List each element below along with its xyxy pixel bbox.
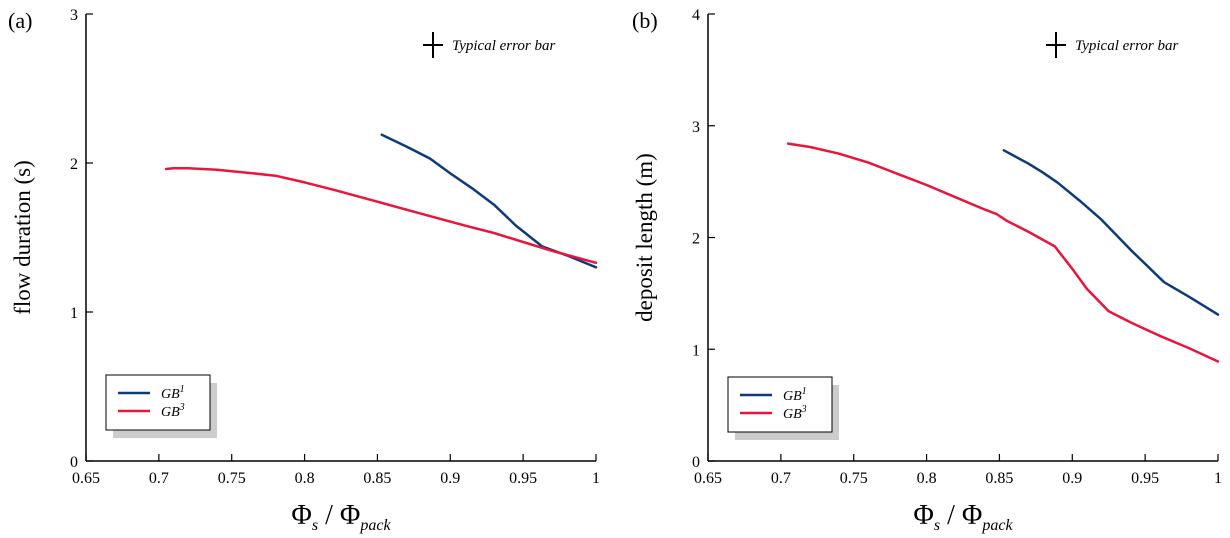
legend-label-name: GB — [161, 387, 180, 402]
legend-label: GB1 — [783, 386, 807, 404]
legend-label-name: GB — [783, 407, 802, 422]
chart-panel-b: (b) 0.65 0.7 0.75 0.8 0.85 0.9 0.95 1 0 1 2 3 4 deposi… — [632, 7, 1222, 534]
x-tick-label: 0.7 — [771, 470, 791, 487]
x-axis-label-part: pack — [981, 517, 1013, 534]
legend-box — [727, 376, 833, 433]
y-axis-label: deposit length (m) — [632, 153, 657, 322]
series-line-gb1 — [380, 133, 598, 269]
x-tick-label: 0.85 — [985, 470, 1013, 487]
x-tick-label: 0.9 — [1062, 470, 1082, 487]
x-axis-label-part: Φ — [340, 500, 360, 531]
x-axis-label-part: / — [318, 500, 340, 531]
x-tick-label: 1 — [1214, 470, 1222, 487]
x-tick-label: 0.95 — [509, 470, 537, 487]
y-tick-label: 0 — [70, 454, 78, 471]
series-line-gb3 — [786, 142, 1220, 363]
legend-label-superscript: 3 — [179, 402, 185, 413]
error-bar-annotation: Typical error bar — [452, 38, 555, 54]
y-tick-label: 0 — [692, 454, 700, 471]
legend-label: GB3 — [161, 402, 185, 420]
legend-label-superscript: 1 — [180, 384, 185, 395]
x-axis-label-part: s — [934, 517, 940, 534]
x-axis-label-part: s — [312, 517, 318, 534]
legend-label-name: GB — [783, 389, 802, 404]
legend-label-superscript: 3 — [801, 404, 807, 415]
x-axis-label: Φs / Φpack — [913, 500, 1013, 534]
series-line-gb3 — [164, 166, 598, 265]
y-tick-label: 1 — [692, 342, 700, 359]
x-axis-label-part: / — [940, 500, 962, 531]
x-tick-label: 0.9 — [440, 470, 460, 487]
y-tick-label: 3 — [692, 119, 700, 136]
panel-label: (a) — [8, 8, 32, 33]
x-axis-label-part: Φ — [291, 500, 311, 531]
error-bar-annotation: Typical error bar — [1075, 38, 1178, 54]
x-tick-label: 0.85 — [363, 470, 391, 487]
x-tick-label: 0.75 — [218, 470, 246, 487]
x-tick-label: 0.7 — [149, 470, 169, 487]
y-tick-label: 3 — [70, 7, 78, 24]
x-axis-label: Φs / Φpack — [291, 500, 391, 534]
legend-box — [105, 374, 211, 431]
panel-label: (b) — [632, 8, 658, 33]
legend-label: GB3 — [783, 404, 807, 422]
y-tick-label: 4 — [692, 7, 700, 24]
legend-label: GB1 — [161, 384, 185, 402]
x-axis-label-part: pack — [359, 517, 391, 534]
x-axis-label-part: Φ — [962, 500, 982, 531]
legend-label-superscript: 1 — [802, 386, 807, 397]
series-line-gb1 — [1002, 149, 1220, 316]
x-tick-label: 0.75 — [840, 470, 868, 487]
x-tick-label: 0.95 — [1131, 470, 1159, 487]
y-tick-label: 2 — [70, 156, 78, 173]
legend-label-name: GB — [161, 405, 180, 420]
y-tick-label: 2 — [692, 231, 700, 248]
x-tick-label: 1 — [592, 470, 600, 487]
x-tick-label: 0.8 — [917, 470, 937, 487]
chart-panel-a: (a) 0.65 0.7 0.75 0.8 0.85 0.9 0.95 1 0 1 2 3 flow du… — [8, 7, 600, 534]
x-tick-label: 0.8 — [295, 470, 315, 487]
x-tick-label: 0.65 — [694, 470, 722, 487]
x-axis-label-part: Φ — [913, 500, 933, 531]
x-tick-label: 0.65 — [72, 470, 100, 487]
y-axis-label: flow duration (s) — [10, 160, 35, 315]
y-tick-label: 1 — [70, 305, 78, 322]
